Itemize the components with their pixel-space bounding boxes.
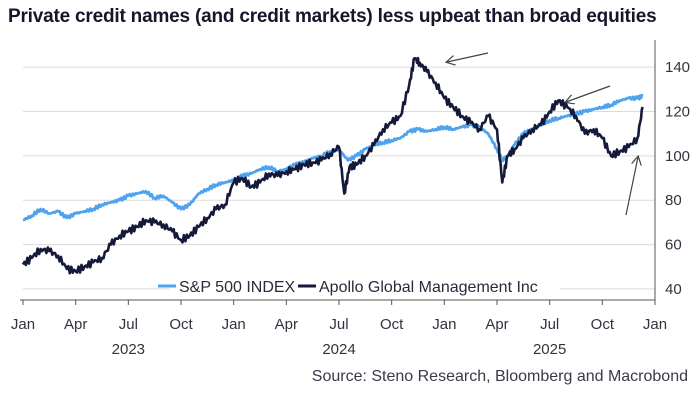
- y-tick-label: 140: [665, 59, 690, 76]
- x-tick-label: Apr: [485, 316, 508, 333]
- x-tick-label: Oct: [169, 316, 193, 333]
- series-lines: [21, 56, 644, 275]
- x-tick-label: Jul: [329, 316, 348, 333]
- x-year-label: 2025: [533, 341, 566, 358]
- y-tick-label: 80: [665, 192, 682, 209]
- y-tick-label: 120: [665, 104, 690, 121]
- legend: S&P 500 INDEX Apollo Global Management I…: [158, 274, 560, 298]
- x-tick-label: Oct: [591, 316, 615, 333]
- annotation-arrow: [625, 157, 638, 216]
- y-tick-label: 40: [665, 281, 682, 298]
- annotation-arrow: [566, 85, 611, 102]
- y-tick-label: 100: [665, 148, 690, 165]
- series-line-sp500: [22, 93, 644, 222]
- x-tick-label: Jan: [643, 316, 667, 333]
- x-tick-label: Apr: [64, 316, 87, 333]
- legend-label-sp500: S&P 500 INDEX: [179, 279, 296, 296]
- axes: 40 60 80 100 120 140 Jan Apr Jul Oct Jan Apr Jul Oct J…: [11, 40, 690, 358]
- x-tick-label: Jan: [432, 316, 456, 333]
- x-tick-label: Oct: [380, 316, 404, 333]
- x-tick-label: Jul: [540, 316, 559, 333]
- x-tick-label: Apr: [275, 316, 298, 333]
- y-tick-label: 60: [665, 237, 682, 254]
- annotation-arrow: [447, 52, 489, 62]
- chart-title: Private credit names (and credit markets…: [8, 6, 657, 27]
- x-tick-label: Jan: [11, 316, 35, 333]
- x-year-label: 2024: [322, 341, 355, 358]
- annotation-arrows: [447, 52, 638, 216]
- x-year-label: 2023: [112, 341, 145, 358]
- legend-label-apollo: Apollo Global Management Inc: [319, 279, 538, 296]
- source-note: Source: Steno Research, Bloomberg and Ma…: [311, 368, 688, 385]
- legend-background: [170, 274, 560, 298]
- x-tick-label: Jan: [222, 316, 246, 333]
- series-line-apollo: [21, 56, 644, 275]
- x-tick-label: Jul: [119, 316, 138, 333]
